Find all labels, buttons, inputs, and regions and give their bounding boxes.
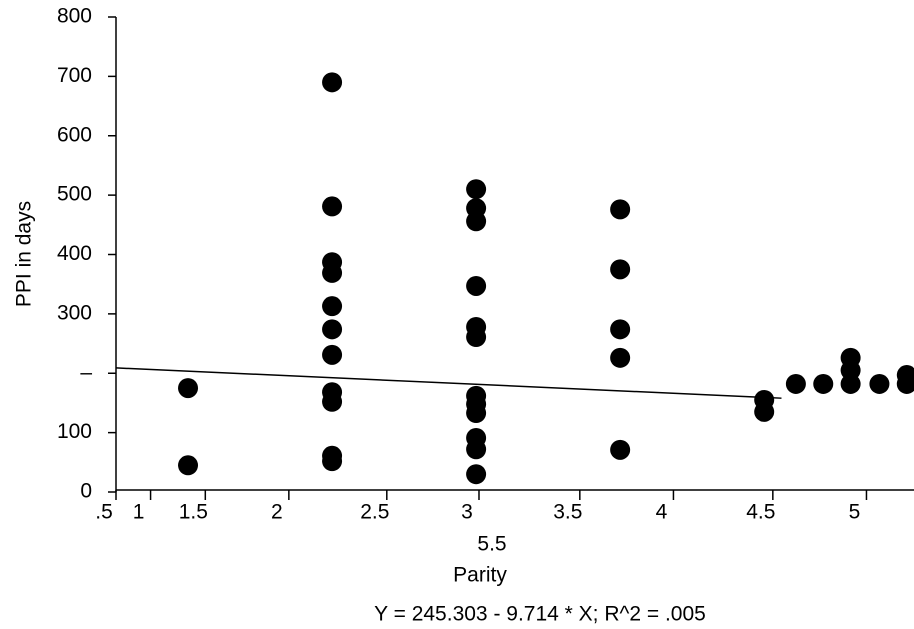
point <box>322 319 343 340</box>
point <box>178 378 199 399</box>
y-tick-label: 500 <box>57 183 92 206</box>
point <box>840 373 861 394</box>
x-axis-label: Parity <box>453 564 507 587</box>
x-tick-label: 5 <box>849 501 861 524</box>
x-tick-label: 3.5 <box>553 501 582 524</box>
point <box>610 319 631 340</box>
point <box>610 199 631 220</box>
y-tick-label: 800 <box>57 5 92 28</box>
y-tick-label: 700 <box>57 64 92 87</box>
point <box>869 373 890 394</box>
point <box>813 373 834 394</box>
point <box>466 327 487 348</box>
x-tick-label: 4.5 <box>746 501 775 524</box>
x-tick-label: 3 <box>461 501 473 524</box>
point <box>896 373 914 394</box>
y-tick-label: 300 <box>57 301 92 324</box>
point <box>466 464 487 485</box>
point <box>610 259 631 280</box>
point <box>785 373 806 394</box>
y-tick-label: 100 <box>57 420 92 443</box>
point <box>322 72 343 93</box>
x-tick-label: 1 <box>133 501 145 524</box>
point <box>322 451 343 472</box>
annotation: 5.5 <box>477 533 506 556</box>
point <box>466 211 487 232</box>
y-tick-label: 600 <box>57 123 92 146</box>
y-tick-label: 0 <box>80 480 92 503</box>
x-tick-label: 2 <box>271 501 283 524</box>
point <box>322 262 343 283</box>
point <box>178 455 199 476</box>
y-tick-label: 400 <box>57 242 92 265</box>
point <box>754 401 775 422</box>
x-tick-label: 2.5 <box>360 501 389 524</box>
equation: Y = 245.303 - 9.714 * X; R^2 = .005 <box>374 603 706 626</box>
point <box>466 439 487 460</box>
x-tick-label: .5 <box>95 501 113 524</box>
point <box>322 391 343 412</box>
point <box>610 439 631 460</box>
point <box>466 179 487 200</box>
point <box>322 296 343 317</box>
trend-line <box>115 367 782 399</box>
point <box>322 344 343 365</box>
y-axis-label: PPI in days <box>13 201 36 307</box>
y-tick-label: – <box>80 361 92 384</box>
point <box>322 196 343 217</box>
point <box>466 275 487 296</box>
x-tick-label: 4 <box>656 501 668 524</box>
point <box>466 403 487 424</box>
point <box>610 347 631 368</box>
x-tick-label: 1.5 <box>179 501 208 524</box>
